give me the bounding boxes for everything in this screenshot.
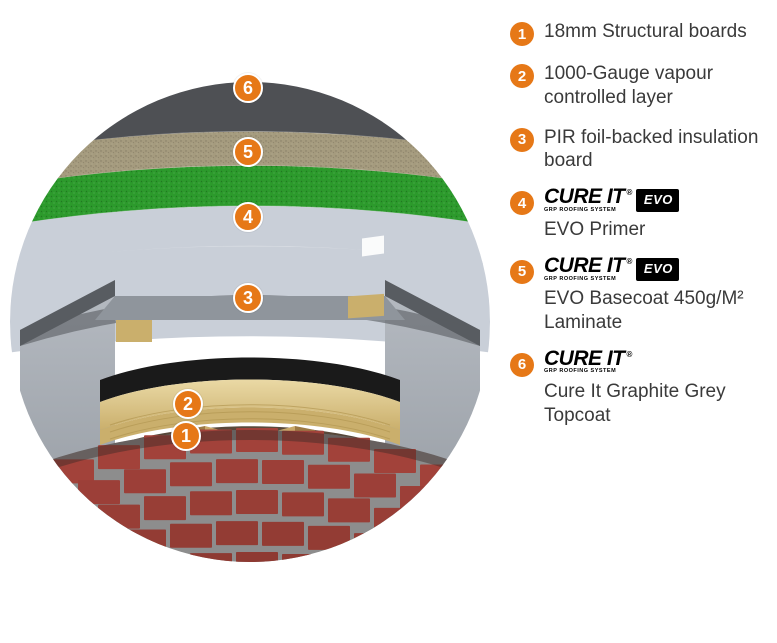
legend-text-2: 1000-Gauge vapour controlled layer — [544, 62, 765, 110]
legend-item-5: 5 CURE IT®GRP ROOFING SYSTEM EVO EVO Baseco… — [510, 258, 765, 335]
legend-item-3: 3 PIR foil-backed insulation board — [510, 126, 765, 174]
diagram-badge-4: 4 — [233, 202, 263, 232]
diagram-badge-3: 3 — [233, 283, 263, 313]
evo-chip: EVO — [636, 189, 679, 211]
legend-text-3: PIR foil-backed insulation board — [544, 126, 765, 174]
diagram-svg — [10, 30, 490, 613]
legend-text-1: 18mm Structural boards — [544, 20, 747, 44]
legend-text-6: CURE IT®GRP ROOFING SYSTEM Cure It Graphi… — [544, 351, 765, 428]
diagram-circle: 6 5 4 3 21 — [10, 30, 490, 613]
legend-badge-6: 6 — [510, 353, 534, 377]
legend-badge-4: 4 — [510, 191, 534, 215]
legend-badge-1: 1 — [510, 22, 534, 46]
brand-logo: CURE IT®GRP ROOFING SYSTEM — [544, 258, 630, 281]
legend-text-4: CURE IT®GRP ROOFING SYSTEM EVO EVO Primer — [544, 189, 679, 242]
evo-chip: EVO — [636, 258, 679, 280]
legend-desc-5: EVO Basecoat 450g/M² Laminate — [544, 287, 765, 335]
legend-desc-6: Cure It Graphite Grey Topcoat — [544, 380, 765, 428]
legend-desc-4: EVO Primer — [544, 218, 679, 242]
legend: 1 18mm Structural boards 2 1000-Gauge vapou… — [510, 20, 765, 427]
infographic-root: 654321 118mm Structural boards21000-Gaug… — [0, 0, 777, 643]
diagram-badge-6: 6 — [233, 73, 263, 103]
brand-logo: CURE IT®GRP ROOFING SYSTEM — [544, 189, 630, 212]
legend-badge-3: 3 — [510, 128, 534, 152]
legend-text-5: CURE IT®GRP ROOFING SYSTEM EVO EVO Basecoa… — [544, 258, 765, 335]
diagram-badge-5: 5 — [233, 137, 263, 167]
legend-item-6: 6 CURE IT®GRP ROOFING SYSTEM Cure It Graph… — [510, 351, 765, 428]
legend-item-4: 4 CURE IT®GRP ROOFING SYSTEM EVO EVO Primer — [510, 189, 765, 242]
legend-badge-5: 5 — [510, 260, 534, 284]
legend-badge-2: 2 — [510, 64, 534, 88]
diagram-badge-2: 2 — [173, 389, 203, 419]
legend-item-1: 1 18mm Structural boards — [510, 20, 765, 46]
brand-logo: CURE IT®GRP ROOFING SYSTEM — [544, 351, 630, 374]
diagram-badge-1: 1 — [171, 421, 201, 451]
legend-item-2: 2 1000-Gauge vapour controlled layer — [510, 62, 765, 110]
